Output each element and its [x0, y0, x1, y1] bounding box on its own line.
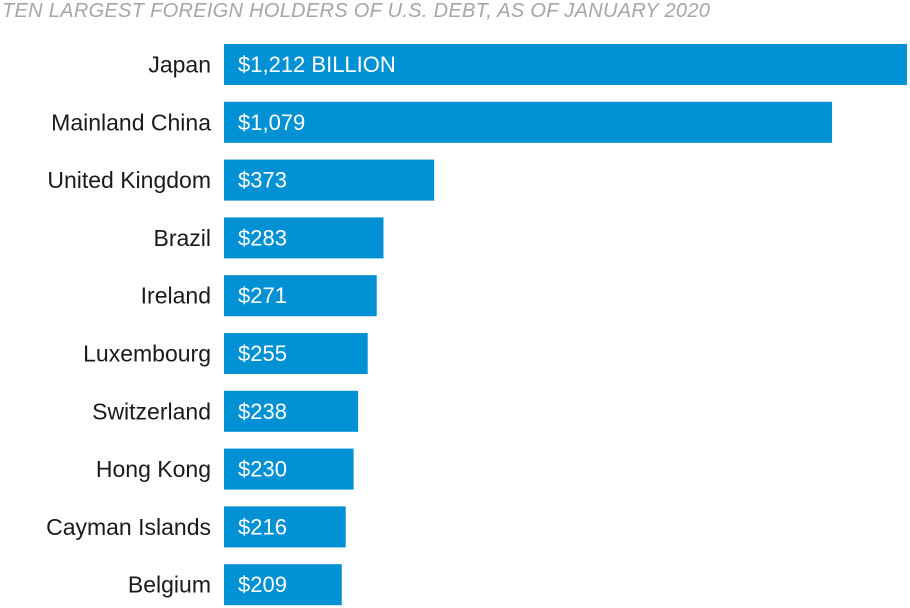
- bar-ireland: [224, 275, 377, 317]
- category-label-brazil: Brazil: [153, 225, 211, 251]
- category-label-belgium: Belgium: [128, 572, 211, 598]
- bar-united-kingdom: [224, 159, 435, 201]
- category-label-cayman-islands: Cayman Islands: [46, 514, 211, 540]
- value-label-brazil: $283: [238, 225, 287, 250]
- bar-hong-kong: [224, 448, 354, 490]
- value-label-ireland: $271: [238, 283, 287, 308]
- value-label-japan: $1,212 BILLION: [238, 52, 396, 77]
- category-label-japan: Japan: [148, 52, 211, 78]
- value-label-luxembourg: $255: [238, 341, 287, 366]
- category-label-ireland: Ireland: [141, 283, 211, 309]
- bar-luxembourg: [224, 333, 368, 374]
- category-label-united-kingdom: United Kingdom: [47, 167, 211, 193]
- value-label-cayman-islands: $216: [238, 514, 287, 539]
- value-label-united-kingdom: $373: [238, 168, 287, 193]
- bar-brazil: [224, 217, 384, 259]
- value-label-mainland-china: $1,079: [238, 110, 305, 135]
- category-label-mainland-china: Mainland China: [51, 109, 211, 135]
- chart-title: TEN LARGEST FOREIGN HOLDERS OF U.S. DEBT…: [2, 0, 711, 22]
- category-label-luxembourg: Luxembourg: [83, 341, 211, 367]
- value-label-switzerland: $238: [238, 399, 287, 424]
- category-label-hong-kong: Hong Kong: [96, 456, 211, 482]
- bar-belgium: [224, 564, 342, 606]
- value-label-belgium: $209: [238, 572, 287, 597]
- bar-mainland-china: [224, 101, 833, 143]
- bar-cayman-islands: [224, 506, 346, 548]
- bar-japan: [224, 44, 907, 85]
- bar-switzerland: [224, 390, 359, 432]
- value-label-hong-kong: $230: [238, 457, 287, 482]
- category-label-switzerland: Switzerland: [92, 398, 211, 424]
